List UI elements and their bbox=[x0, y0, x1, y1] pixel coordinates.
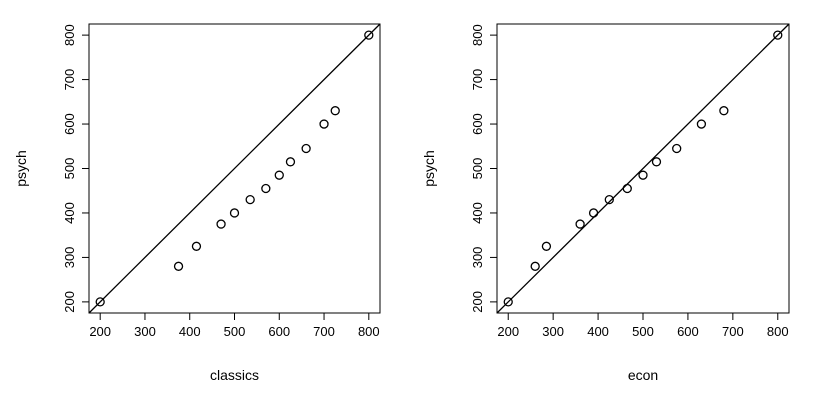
data-point bbox=[604, 194, 614, 205]
y-tick-label: 600 bbox=[62, 113, 77, 135]
y-axis-title: psych bbox=[421, 150, 437, 187]
x-tick-label: 200 bbox=[89, 324, 111, 339]
y-tick-label: 400 bbox=[470, 202, 485, 224]
data-point bbox=[274, 170, 284, 180]
data-point bbox=[216, 219, 226, 229]
x-tick-label: 500 bbox=[632, 324, 654, 339]
x-tick-label: 300 bbox=[542, 324, 564, 339]
data-point bbox=[719, 106, 729, 116]
y-tick-label: 200 bbox=[470, 291, 485, 313]
data-point bbox=[285, 157, 296, 167]
data-point bbox=[773, 30, 783, 40]
data-point bbox=[503, 297, 513, 307]
data-point bbox=[261, 183, 271, 194]
x-tick-label: 400 bbox=[179, 324, 201, 339]
data-point bbox=[541, 241, 552, 251]
y-axis-title: psych bbox=[13, 150, 29, 187]
y-tick-label: 500 bbox=[470, 158, 485, 180]
data-point bbox=[191, 241, 202, 251]
y-tick-label: 300 bbox=[62, 247, 77, 269]
x-tick-label: 700 bbox=[722, 324, 744, 339]
x-tick-label: 400 bbox=[587, 324, 609, 339]
x-tick-label: 800 bbox=[358, 324, 380, 339]
x-tick-label: 200 bbox=[497, 324, 519, 339]
x-tick-label: 600 bbox=[677, 324, 699, 339]
identity-reference-line bbox=[496, 23, 790, 314]
data-point bbox=[575, 219, 585, 229]
data-point bbox=[672, 143, 682, 154]
data-point bbox=[696, 119, 707, 129]
y-tick-label: 200 bbox=[62, 291, 77, 313]
y-tick-label: 800 bbox=[470, 24, 485, 46]
data-point bbox=[530, 261, 540, 271]
y-tick-label: 500 bbox=[62, 158, 77, 180]
data-point bbox=[622, 183, 632, 194]
y-tick-label: 700 bbox=[470, 69, 485, 91]
x-tick-label: 600 bbox=[268, 324, 290, 339]
data-point bbox=[330, 106, 340, 116]
identity-reference-line bbox=[88, 23, 381, 314]
scatter-panel-classics: 200 300 400 500 600 700 800 200 300 400 500 600 700 8… bbox=[13, 23, 381, 383]
x-tick-label: 700 bbox=[313, 324, 335, 339]
y-tick-label: 400 bbox=[62, 202, 77, 224]
data-point bbox=[245, 194, 255, 205]
x-tick-label: 800 bbox=[767, 324, 789, 339]
data-point bbox=[229, 208, 240, 218]
scatter-panel-econ: 200 300 400 500 600 700 800 200 300 400 500 600 700 8… bbox=[421, 23, 790, 383]
data-point bbox=[638, 170, 648, 180]
data-point bbox=[301, 143, 311, 154]
data-point bbox=[588, 208, 599, 218]
data-point bbox=[95, 297, 105, 307]
data-point bbox=[319, 119, 329, 129]
x-axis-title: econ bbox=[628, 367, 658, 383]
x-axis-title: classics bbox=[210, 367, 259, 383]
x-tick-label: 300 bbox=[134, 324, 156, 339]
y-tick-label: 600 bbox=[470, 113, 485, 135]
y-tick-label: 700 bbox=[62, 69, 77, 91]
x-tick-label: 500 bbox=[224, 324, 246, 339]
data-point bbox=[651, 157, 662, 167]
y-tick-label: 800 bbox=[62, 24, 77, 46]
y-tick-label: 300 bbox=[470, 247, 485, 269]
data-point bbox=[364, 30, 374, 40]
data-point bbox=[173, 261, 184, 271]
